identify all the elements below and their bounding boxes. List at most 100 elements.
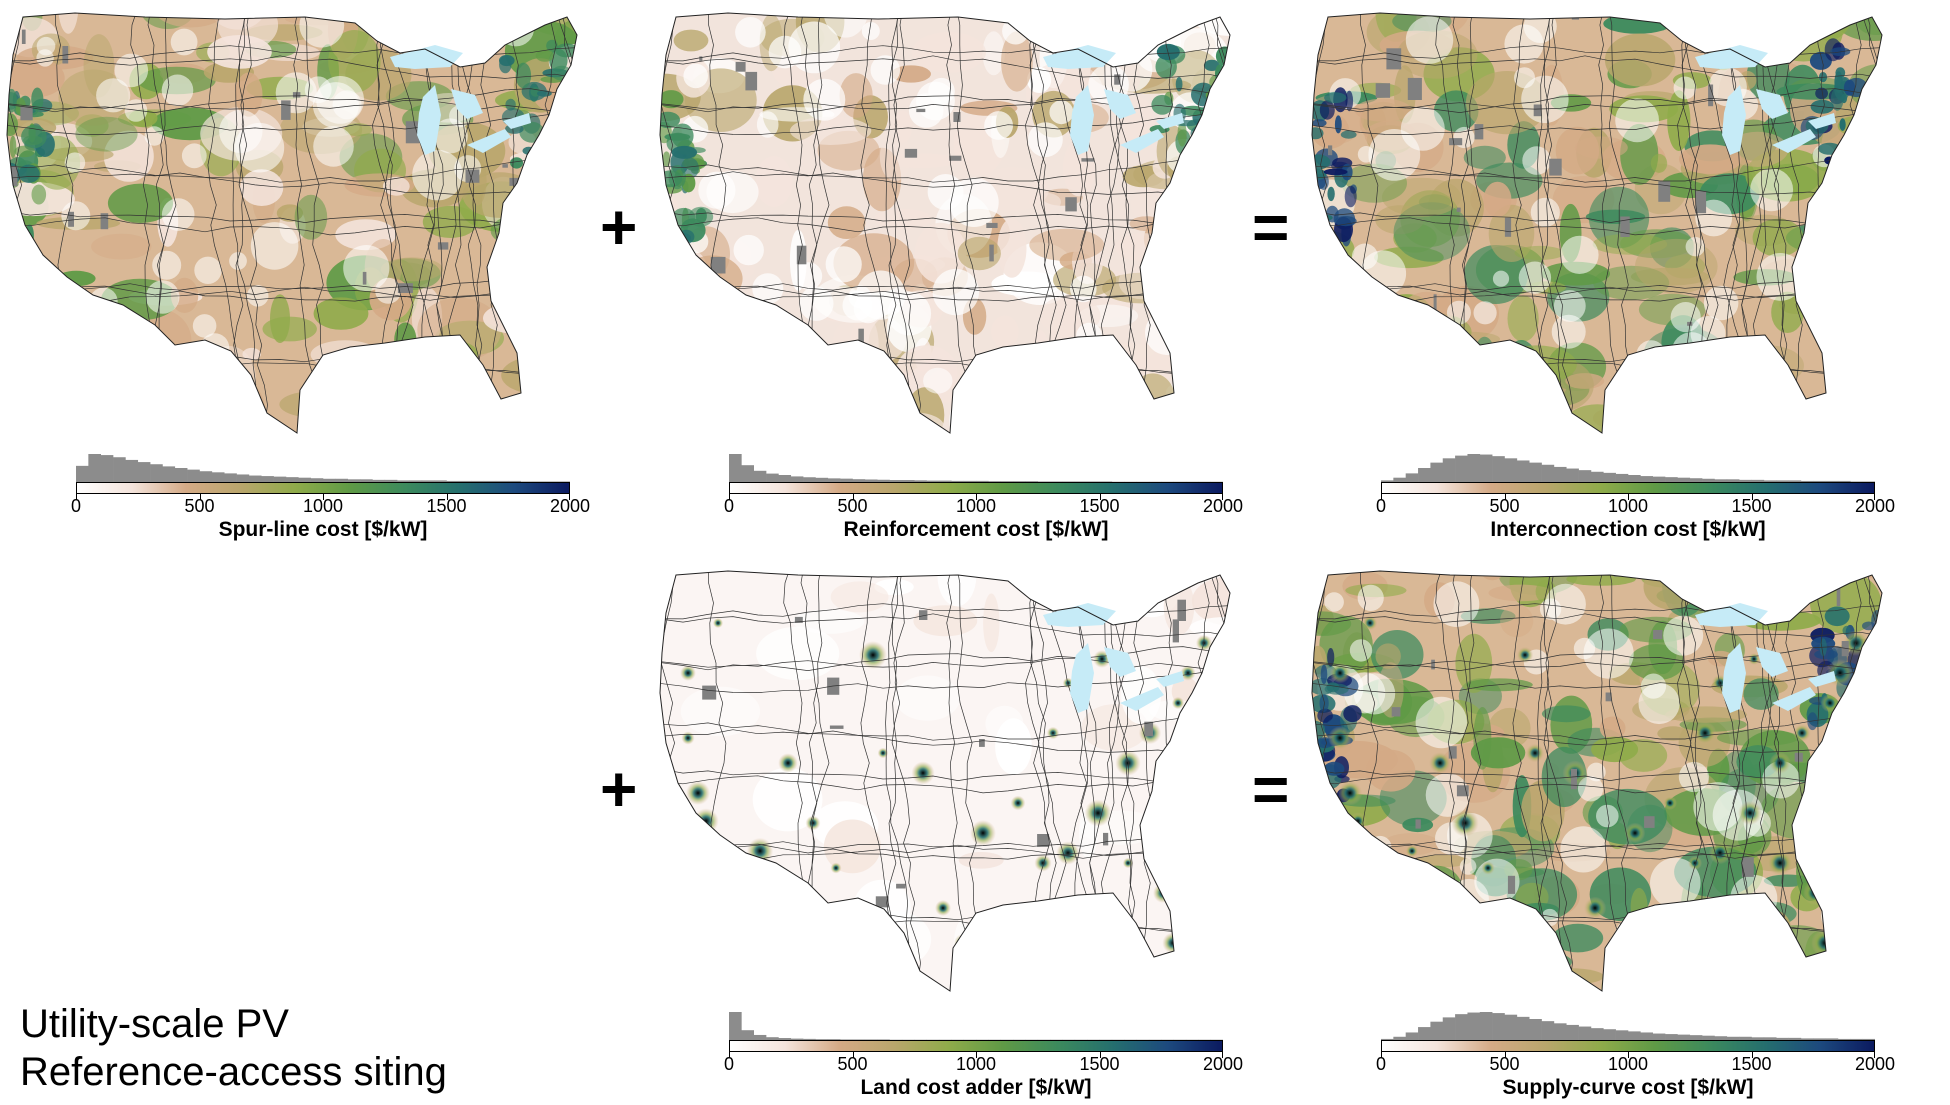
histogram-bin (224, 473, 237, 482)
cost-blob (107, 356, 179, 416)
colorbar-tick (1222, 494, 1223, 500)
histogram-bin (840, 1039, 853, 1040)
high-cost-patch (1830, 87, 1844, 111)
histogram-bin (790, 1038, 804, 1040)
cost-blob (9, 390, 80, 433)
histogram-bin (100, 455, 114, 482)
low-cost-halo (70, 305, 113, 348)
city-hotspot (1115, 750, 1141, 776)
cost-blob (416, 13, 444, 41)
cost-blob (335, 219, 397, 251)
histogram-bin (323, 478, 336, 482)
histogram-bin (778, 475, 792, 482)
histogram-bin (1751, 1037, 1765, 1040)
cost-blob (673, 273, 711, 294)
histogram-bin (1788, 1037, 1802, 1040)
great-lake (1070, 643, 1094, 713)
city-hotspot (1034, 854, 1052, 872)
cost-blob (1856, 820, 1882, 872)
cost-blob (1843, 737, 1862, 752)
cost-blob (1015, 396, 1055, 433)
low-cost-halo (1818, 195, 1842, 219)
cost-blob (7, 321, 54, 381)
excluded-area (405, 121, 420, 144)
region-boundary (1312, 613, 1882, 638)
histogram-bin (988, 481, 1001, 482)
low-cost-halo (1359, 250, 1407, 297)
low-cost-halo (520, 176, 549, 206)
histogram-bin (1689, 478, 1703, 482)
city-hotspot (935, 900, 951, 916)
cost-blob (861, 368, 900, 394)
cost-blob (351, 400, 418, 433)
cost-blob (202, 346, 256, 410)
histogram-bin (1813, 480, 1826, 482)
region-boundary (7, 277, 577, 291)
region-boundary (660, 722, 1230, 756)
low-cost-halo (1446, 300, 1471, 325)
excluded-area (1114, 74, 1121, 85)
cost-blob (1730, 345, 1804, 386)
histogram-bin (827, 1039, 841, 1040)
histogram-spur (76, 454, 570, 482)
excluded-area (699, 56, 703, 61)
high-cost-patch (660, 111, 680, 129)
cost-blob (1655, 415, 1706, 433)
excluded-area (1708, 84, 1714, 107)
cost-blob (1041, 364, 1067, 388)
cost-blob (555, 328, 577, 386)
cost-blob (1639, 940, 1662, 968)
low-cost-halo (200, 333, 230, 363)
low-cost-halo (1615, 98, 1659, 143)
low-cost-halo (1335, 856, 1377, 898)
high-cost-patch (535, 49, 555, 62)
histogram-bin (310, 478, 324, 482)
great-lake (1756, 89, 1788, 119)
cost-blob (1819, 328, 1847, 358)
high-cost-patch (1855, 666, 1866, 687)
high-cost-patch (1815, 87, 1828, 100)
cost-blob (788, 952, 836, 988)
cost-blob (699, 309, 722, 362)
low-cost-halo (1720, 357, 1745, 382)
low-cost-halo (120, 338, 149, 367)
excluded-area (1533, 104, 1542, 117)
cost-blob (7, 285, 28, 313)
cost-blob (1835, 711, 1882, 736)
low-cost-halo (1521, 75, 1569, 124)
excluded-area (544, 286, 551, 304)
cost-blob (1475, 940, 1530, 969)
high-cost-patch (1156, 43, 1180, 61)
cost-blob (697, 333, 744, 355)
city-hotspot (1328, 726, 1352, 750)
cost-blob (923, 367, 953, 394)
low-cost-halo (1518, 261, 1552, 294)
region-boundary (1537, 13, 1564, 433)
low-cost-halo (343, 245, 390, 292)
histogram-bin (1837, 480, 1851, 482)
colorbar-tick (1874, 494, 1875, 500)
high-cost-patch (1319, 694, 1329, 712)
region-boundary (1312, 277, 1882, 291)
cost-blob (952, 435, 985, 445)
cost-blob (536, 288, 561, 312)
histogram-bin (1074, 481, 1088, 482)
excluded-area (745, 71, 758, 91)
low-cost-halo (250, 222, 299, 270)
great-lake (417, 85, 441, 155)
histogram-bin (1751, 479, 1765, 482)
city-hotspot (1428, 751, 1452, 775)
high-cost-patch (1858, 655, 1879, 671)
high-cost-patch (1343, 705, 1362, 723)
region-boundary (885, 13, 912, 433)
colorbar-tick-label: 500 (184, 496, 215, 516)
high-cost-patch (660, 90, 684, 109)
histogram-bin (926, 480, 940, 482)
region-boundary (1312, 646, 1882, 671)
excluded-area (1144, 721, 1154, 737)
region-boundary (660, 657, 1230, 671)
cost-blob (50, 403, 121, 425)
high-cost-patch (1818, 142, 1841, 155)
cost-blob (417, 297, 502, 362)
cost-blob (1514, 245, 1565, 261)
